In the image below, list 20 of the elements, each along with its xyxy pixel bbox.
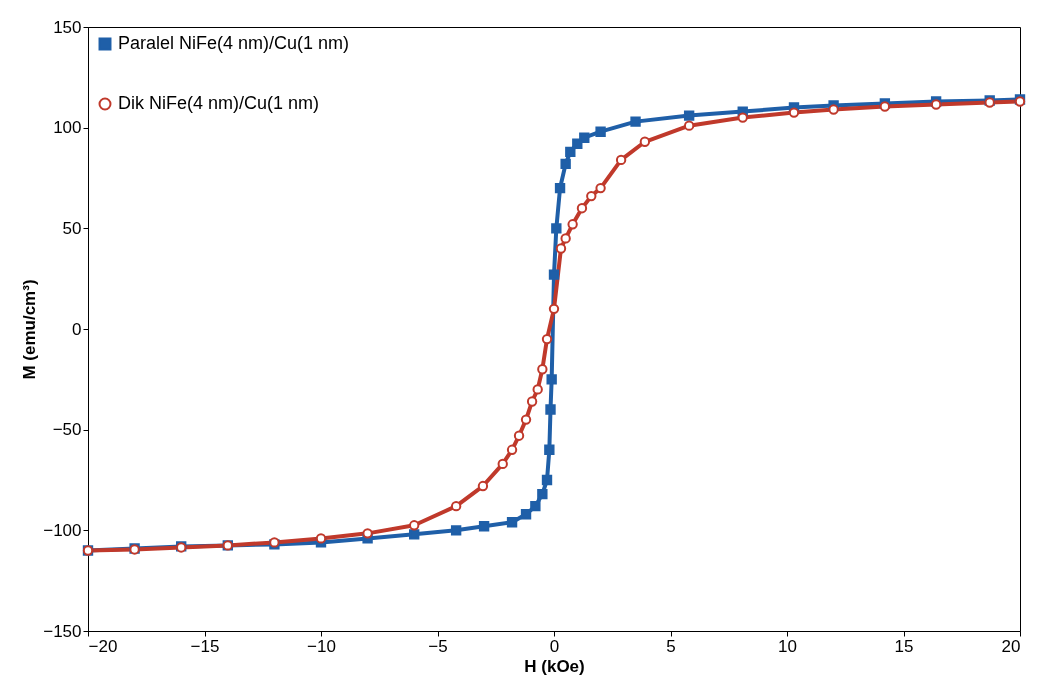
y-tick-label: 100 bbox=[53, 118, 82, 138]
x-tick-label: 10 bbox=[778, 636, 797, 656]
x-tick-label: −15 bbox=[190, 636, 220, 656]
y-axis-title: M (emu/cm³) bbox=[20, 279, 40, 380]
y-tick-label: 50 bbox=[62, 218, 82, 238]
x-tick-label: 0 bbox=[549, 636, 560, 656]
x-tick-label: −5 bbox=[428, 636, 448, 656]
y-tick-label: 0 bbox=[72, 319, 82, 339]
y-tick-label: −100 bbox=[43, 520, 82, 540]
x-tick-label: 5 bbox=[666, 636, 676, 656]
x-tick-label: 15 bbox=[894, 636, 914, 656]
x-tick-label: −20 bbox=[88, 636, 118, 656]
x-tick-label: −10 bbox=[307, 636, 336, 656]
y-tick-label: 150 bbox=[53, 17, 82, 37]
y-tick-label: −50 bbox=[52, 420, 82, 440]
legend-label: Dik NiFe(4 nm)/Cu(1 nm) bbox=[118, 93, 320, 113]
x-tick-label: 20 bbox=[1001, 636, 1021, 656]
y-tick-label: −150 bbox=[43, 621, 82, 641]
x-axis-title: H (kOe) bbox=[524, 656, 585, 676]
legend-label: Paralel NiFe(4 nm)/Cu(1 nm) bbox=[118, 33, 350, 53]
